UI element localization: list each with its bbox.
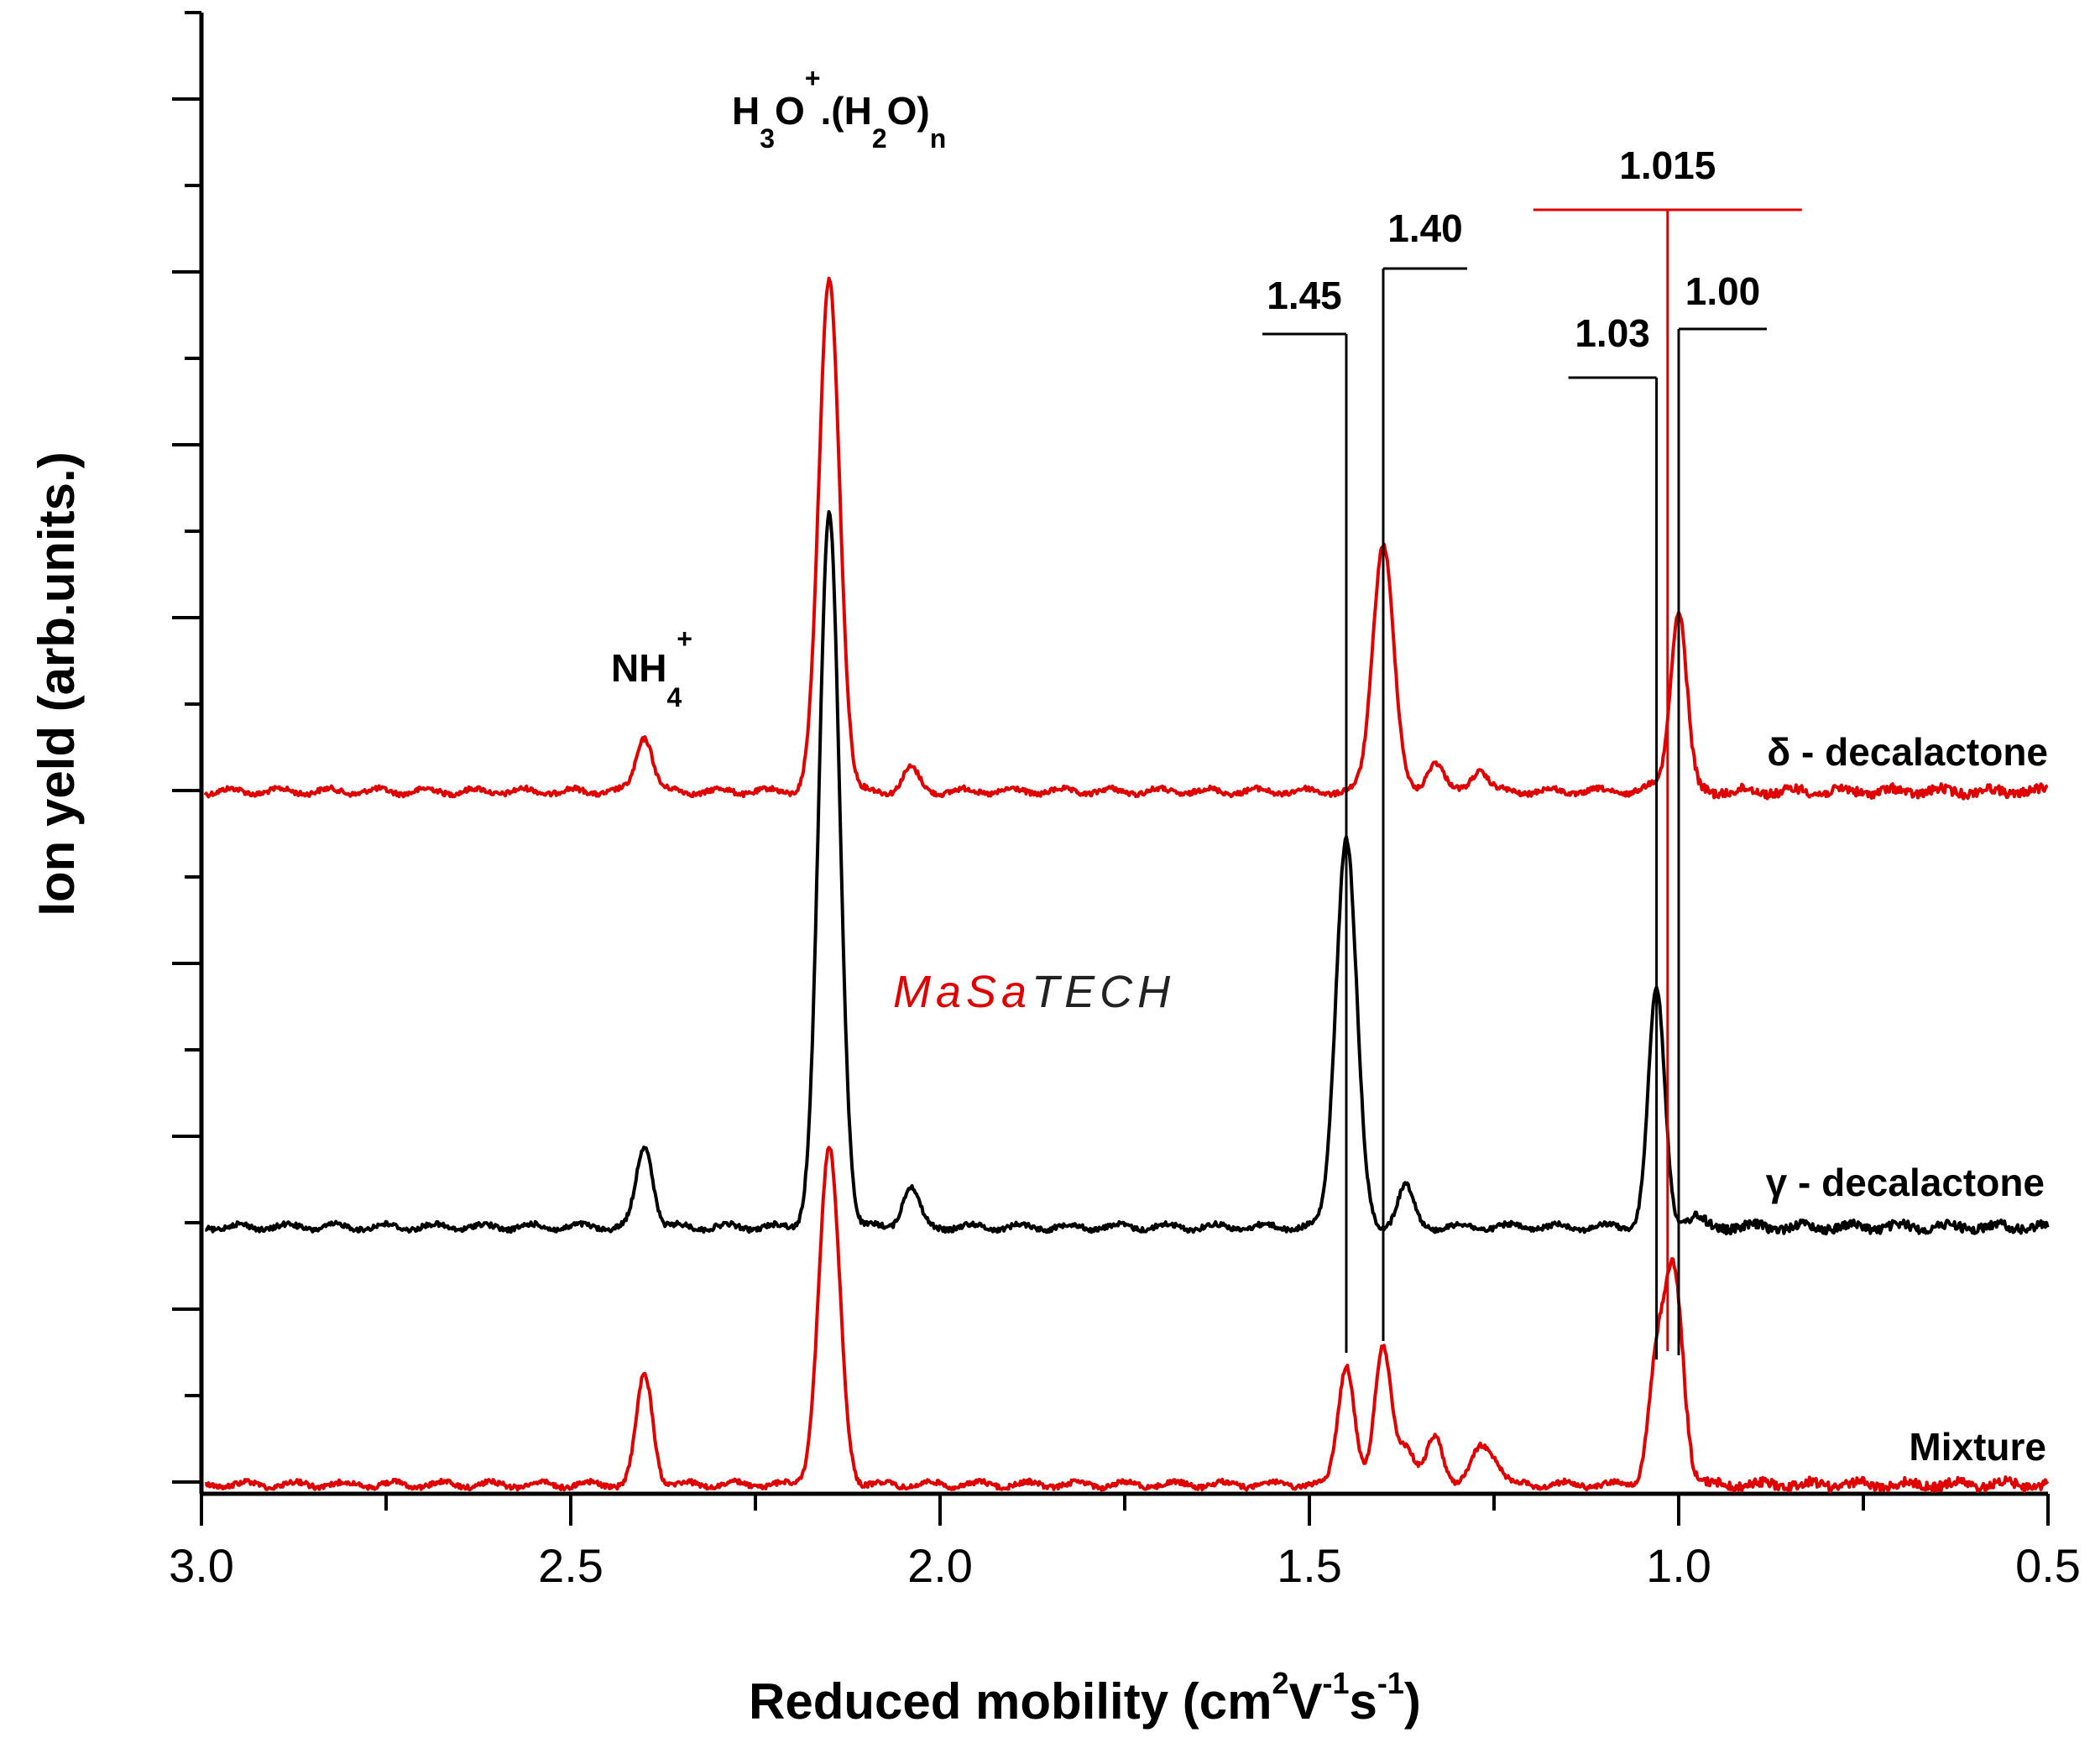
y-axis-ticks [172,11,201,1484]
x-tick-label: 1.5 [1277,1539,1342,1592]
spectrum-traces [203,276,2050,1494]
peak-markers: 1.45 1.40 1.03 1.015 1.00 [1262,144,1802,1360]
x-tick-label: 0.5 [2015,1539,2081,1592]
x-tick-label: 1.0 [1646,1539,1711,1592]
marker-1-00-label: 1.00 [1685,269,1761,313]
trace-gamma [204,509,2050,1236]
x-tick-label: 3.0 [169,1539,234,1592]
marker-1-03-label: 1.03 [1575,311,1650,355]
series-label-gamma: γ - decalactone [1766,1161,2045,1204]
marker-1-45-label: 1.45 [1267,274,1342,317]
y-axis-title: Ion yeld (arb.units.) [29,451,85,916]
nh4-annotation: NH4+ [611,624,692,712]
h3o-annotation: H3O+.(H2O)n [732,63,946,154]
marker-1-40-label: 1.40 [1387,206,1463,250]
x-tick-label: 2.0 [907,1539,973,1592]
series-label-delta: δ - decalactone [1767,730,2048,774]
x-tick-label: 2.5 [538,1539,603,1592]
series-label-mixture: Mixture [1909,1425,2046,1469]
trace-mixture [204,1146,2050,1494]
x-axis-title: Reduced mobility (cm2V-1s-1) [749,1666,1421,1730]
trace-delta [203,276,2049,801]
masatech-watermark: MaSaTECH [893,967,1175,1017]
x-axis-ticks: 3.0 2.5 2.0 1.5 1.0 0.5 [169,1494,2081,1592]
marker-1-015-label: 1.015 [1619,144,1716,187]
